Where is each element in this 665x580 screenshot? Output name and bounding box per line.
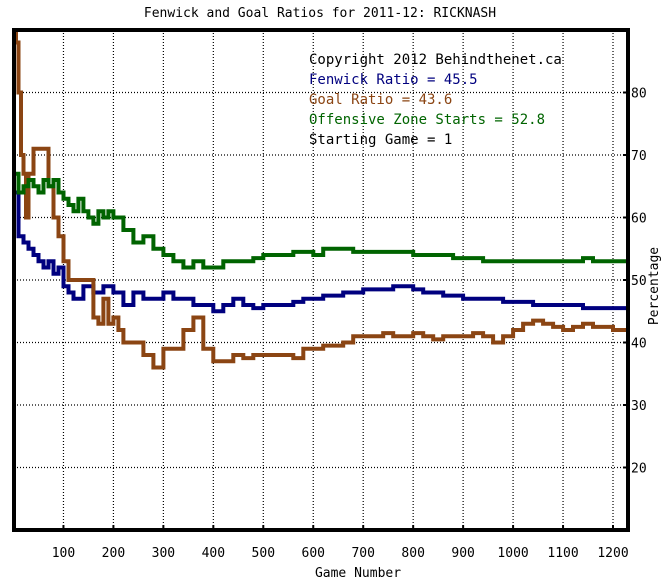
legend: Copyright 2012 Behindthenet.ca Fenwick Ra… <box>309 52 562 148</box>
x-tick-label: 500 <box>252 546 275 561</box>
x-tick-label: 800 <box>401 546 424 561</box>
y-tick-label: 50 <box>631 274 647 289</box>
x-tick-label: 1200 <box>597 546 628 561</box>
y-tick-label: 20 <box>631 462 647 477</box>
annotation-line: Offensive Zone Starts = 52.8 <box>309 112 545 128</box>
annotation-line: Starting Game = 1 <box>309 132 452 148</box>
goal-ratio-line <box>14 28 630 370</box>
annotation-line: Goal Ratio = 43.6 <box>309 92 452 108</box>
x-tick-label: 300 <box>152 546 175 561</box>
y-tick-label: 70 <box>631 149 647 164</box>
x-tick-label: 900 <box>451 546 474 561</box>
offensive-zone-starts-line <box>14 171 630 270</box>
y-tick-labels: 20 30 40 50 60 70 80 <box>631 87 647 477</box>
chart-title: Fenwick and Goal Ratios for 2011-12: RIC… <box>144 6 496 21</box>
y-tick-label: 40 <box>631 337 647 352</box>
x-axis-label: Game Number <box>315 566 401 580</box>
fenwick-ratio-line <box>14 190 628 314</box>
y-tick-label: 60 <box>631 212 647 227</box>
x-tick-label: 700 <box>351 546 374 561</box>
plot-frame <box>12 28 630 532</box>
x-tick-label: 600 <box>302 546 325 561</box>
x-tick-labels: 100 200 300 400 500 600 700 800 900 1000 1100 1200 <box>52 546 629 561</box>
x-tick-label: 100 <box>52 546 75 561</box>
annotation-line: Copyright 2012 Behindthenet.ca <box>309 52 562 68</box>
x-tick-label: 1000 <box>497 546 528 561</box>
y-tick-label: 80 <box>631 87 647 102</box>
series-layer <box>14 28 630 370</box>
y-tick-label: 30 <box>631 399 647 414</box>
x-tick-label: 400 <box>202 546 225 561</box>
annotation-line: Fenwick Ratio = 45.5 <box>309 72 478 88</box>
x-tick-label: 200 <box>102 546 125 561</box>
x-tick-label: 1100 <box>547 546 578 561</box>
y-axis-label: Percentage <box>647 247 662 325</box>
